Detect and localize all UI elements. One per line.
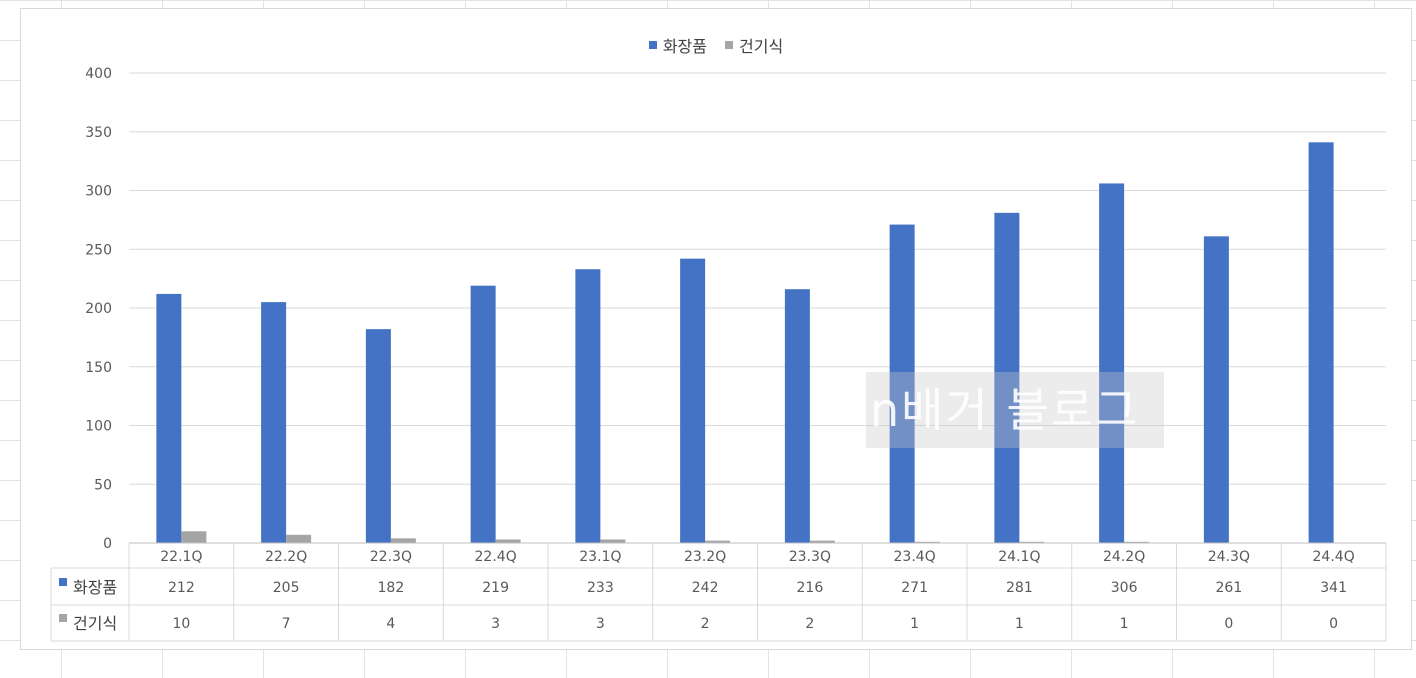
y-tick-label: 150 bbox=[85, 360, 112, 376]
legend-label-health-food: 건기식 bbox=[739, 37, 784, 56]
bar bbox=[1308, 142, 1334, 543]
bar bbox=[914, 541, 940, 543]
data-label: 2 bbox=[805, 616, 814, 632]
data-label: 271 bbox=[901, 580, 928, 596]
legend-swatch-cosmetics bbox=[648, 41, 657, 49]
bar bbox=[889, 224, 915, 543]
bar bbox=[994, 212, 1020, 543]
y-tick-label: 300 bbox=[85, 184, 112, 200]
bar bbox=[286, 534, 312, 543]
table-legend-key bbox=[59, 578, 67, 586]
bar bbox=[705, 540, 731, 543]
data-label: 1 bbox=[1015, 616, 1024, 632]
table-legend-key bbox=[59, 614, 67, 622]
bar bbox=[1124, 541, 1150, 543]
y-tick-label: 350 bbox=[85, 125, 112, 141]
data-label: 1 bbox=[910, 616, 919, 632]
data-label: 4 bbox=[386, 616, 395, 632]
data-label: 306 bbox=[1111, 580, 1138, 596]
data-label: 0 bbox=[1329, 616, 1338, 632]
data-label: 3 bbox=[596, 616, 605, 632]
bar bbox=[470, 285, 496, 543]
x-tick-label: 24.1Q bbox=[998, 549, 1040, 565]
y-tick-label: 100 bbox=[85, 419, 112, 435]
data-label: 212 bbox=[168, 580, 195, 596]
bar bbox=[1099, 183, 1125, 543]
x-tick-label: 22.2Q bbox=[265, 549, 307, 565]
data-label: 341 bbox=[1320, 580, 1347, 596]
x-tick-label: 23.2Q bbox=[684, 549, 726, 565]
table-row-header: 화장품 bbox=[73, 578, 117, 597]
bar bbox=[181, 531, 207, 543]
legend-item-health-food: 건기식 bbox=[725, 33, 783, 57]
data-label: 1 bbox=[1120, 616, 1129, 632]
bar bbox=[390, 538, 416, 543]
bar bbox=[680, 258, 706, 543]
bar bbox=[809, 540, 835, 543]
x-tick-label: 22.4Q bbox=[475, 549, 517, 565]
data-label: 10 bbox=[172, 616, 190, 632]
bar bbox=[600, 539, 626, 543]
bar bbox=[575, 269, 601, 543]
bar bbox=[1203, 236, 1229, 543]
y-tick-label: 250 bbox=[85, 242, 112, 258]
y-tick-label: 400 bbox=[85, 66, 112, 82]
bar bbox=[495, 539, 521, 543]
data-label: 205 bbox=[273, 580, 300, 596]
data-label: 233 bbox=[587, 580, 614, 596]
data-label: 261 bbox=[1216, 580, 1243, 596]
data-label: 281 bbox=[1006, 580, 1033, 596]
x-tick-label: 24.4Q bbox=[1313, 549, 1355, 565]
x-tick-label: 24.3Q bbox=[1208, 549, 1250, 565]
legend: 화장품 건기식 bbox=[21, 33, 1411, 57]
y-tick-label: 0 bbox=[103, 536, 112, 552]
watermark: n배거 블로그 bbox=[866, 372, 1164, 448]
data-label: 7 bbox=[282, 616, 291, 632]
table-row-header: 건기식 bbox=[73, 614, 117, 633]
data-label: 2 bbox=[701, 616, 710, 632]
bar bbox=[261, 302, 287, 543]
data-label: 3 bbox=[491, 616, 500, 632]
x-tick-label: 23.4Q bbox=[894, 549, 936, 565]
bar bbox=[365, 329, 391, 543]
bar bbox=[156, 293, 182, 543]
legend-label-cosmetics: 화장품 bbox=[662, 37, 707, 56]
x-tick-label: 23.1Q bbox=[579, 549, 621, 565]
x-tick-label: 23.3Q bbox=[789, 549, 831, 565]
chart-area: 0 50 100 150 200 250 300 350 400 22.1Q 22.2Q 22.3Q 2… bbox=[20, 8, 1412, 650]
x-tick-label: 24.2Q bbox=[1103, 549, 1145, 565]
bar bbox=[1019, 541, 1045, 543]
data-label: 242 bbox=[692, 580, 719, 596]
legend-swatch-health-food bbox=[725, 41, 733, 49]
y-tick-label: 50 bbox=[94, 477, 112, 493]
data-label: 182 bbox=[378, 580, 405, 596]
data-label: 219 bbox=[482, 580, 509, 596]
x-tick-label: 22.1Q bbox=[160, 549, 202, 565]
data-label: 216 bbox=[797, 580, 824, 596]
data-label: 0 bbox=[1224, 616, 1233, 632]
y-tick-label: 200 bbox=[85, 301, 112, 317]
bar bbox=[784, 289, 810, 543]
x-tick-label: 22.3Q bbox=[370, 549, 412, 565]
legend-item-cosmetics: 화장품 bbox=[648, 33, 707, 57]
